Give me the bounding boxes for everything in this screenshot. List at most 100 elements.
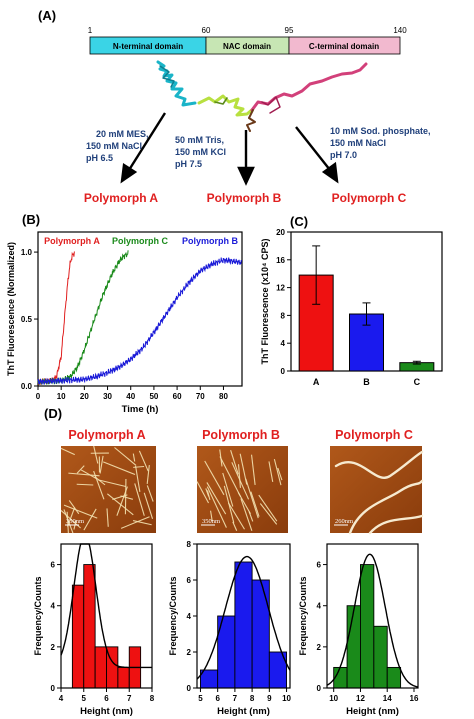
fibril bbox=[114, 447, 137, 466]
fibril bbox=[223, 485, 235, 523]
fibril bbox=[68, 472, 100, 477]
x-tick-label: 80 bbox=[219, 392, 228, 401]
fibril bbox=[99, 455, 104, 474]
fibril bbox=[334, 450, 424, 479]
fibril bbox=[67, 507, 76, 527]
fibril bbox=[116, 486, 128, 516]
x-tick-label: 70 bbox=[196, 392, 205, 401]
condition-c-line1: 10 mM Sod. phosphate, bbox=[330, 126, 431, 136]
fibril bbox=[259, 503, 278, 525]
y-tick-label: 8 bbox=[187, 540, 192, 549]
panel-label-a: (A) bbox=[38, 8, 56, 23]
fibril bbox=[146, 464, 150, 484]
y-axis-label: ThT Fluorescence (x10⁴ CPS) bbox=[260, 239, 270, 365]
fibril bbox=[112, 494, 128, 500]
histogram-bar bbox=[94, 646, 107, 689]
fibril bbox=[258, 494, 278, 522]
fibril bbox=[268, 461, 274, 482]
y-tick-label: 4 bbox=[317, 602, 322, 611]
x-tick-label: 4 bbox=[59, 694, 64, 703]
fibril bbox=[107, 493, 134, 516]
x-tick-label: 6 bbox=[215, 694, 220, 703]
histogram-bar bbox=[234, 561, 253, 689]
fibril bbox=[232, 521, 238, 531]
fibril bbox=[348, 479, 424, 535]
fibril bbox=[368, 514, 424, 535]
x-tick-label: 7 bbox=[127, 694, 132, 703]
fibril bbox=[66, 511, 69, 534]
domain-bar: 1 60 95 140 N-terminal domain NAC domain… bbox=[88, 26, 407, 55]
fibril bbox=[93, 445, 99, 464]
scale-bar-label: 350nm bbox=[66, 518, 84, 525]
x-tick-label: 5 bbox=[82, 694, 87, 703]
fibril bbox=[245, 478, 259, 519]
y-tick-label: 16 bbox=[276, 256, 285, 265]
histogram-bar bbox=[386, 666, 402, 689]
polymorph-titles-d: Polymorph A Polymorph B Polymorph C bbox=[68, 428, 413, 442]
condition-a-line1: 20 mM MES, bbox=[96, 129, 149, 139]
y-axis-label: Frequency/Counts bbox=[168, 576, 178, 655]
histogram-bar bbox=[83, 564, 96, 689]
fibril bbox=[273, 458, 282, 486]
histogram-bar bbox=[71, 584, 85, 689]
fibril bbox=[237, 464, 241, 488]
fibril bbox=[210, 510, 213, 522]
y-tick-label: 0 bbox=[187, 684, 192, 693]
x-tick-label: 40 bbox=[126, 392, 135, 401]
histogram-bar bbox=[360, 564, 375, 689]
scale-bar-label: 260nm bbox=[335, 518, 353, 525]
y-tick-label: 12 bbox=[276, 284, 285, 293]
fibril bbox=[204, 460, 225, 496]
panel-label-b: (B) bbox=[22, 212, 40, 227]
x-tick-label: 14 bbox=[383, 694, 392, 703]
x-tick-label: 9 bbox=[267, 694, 272, 703]
fibril bbox=[219, 456, 242, 498]
histogram-bar bbox=[373, 625, 388, 689]
x-tick-label: 10 bbox=[329, 694, 338, 703]
y-axis-label: ThT Fluorescence (Normalized) bbox=[6, 242, 16, 376]
legend-entry: Polymorph A bbox=[44, 236, 100, 246]
x-tick-label: 60 bbox=[173, 392, 182, 401]
protein-ribbon bbox=[156, 60, 368, 132]
polymorph-b-title: Polymorph B bbox=[207, 191, 282, 205]
domain-tick-60: 60 bbox=[202, 26, 211, 35]
fibril bbox=[240, 498, 253, 532]
afm-image-a bbox=[61, 446, 156, 533]
y-tick-label: 6 bbox=[51, 561, 56, 570]
y-tick-label: 4 bbox=[187, 612, 192, 621]
fibril bbox=[251, 454, 256, 486]
x-tick-label: 30 bbox=[103, 392, 112, 401]
histogram-bar bbox=[117, 666, 130, 689]
c-terminal-label: C-terminal domain bbox=[309, 42, 379, 51]
y-tick-label: 8 bbox=[281, 311, 286, 320]
fibril bbox=[68, 500, 80, 515]
polymorph-titles-a: Polymorph A Polymorph B Polymorph C bbox=[84, 191, 407, 205]
legend-entry: Polymorph C bbox=[112, 236, 169, 246]
afm-title-b: Polymorph B bbox=[202, 428, 280, 442]
polymorph-a-title: Polymorph A bbox=[84, 191, 159, 205]
height-histograms: 4 5 6 7 8 0 2 4 6 Height (nm) Frequency/Counts 5 6 7 8… bbox=[33, 540, 419, 717]
condition-b-line3: pH 7.5 bbox=[175, 159, 202, 169]
condition-b-line1: 50 mM Tris, bbox=[175, 135, 224, 145]
fibril bbox=[132, 453, 136, 462]
condition-texts: 20 mM MES, 150 mM NaCl pH 6.5 50 mM Tris… bbox=[86, 126, 431, 169]
y-tick-label: 0 bbox=[51, 684, 56, 693]
fibril bbox=[146, 485, 154, 502]
series-line-2 bbox=[37, 257, 243, 385]
fibril bbox=[76, 483, 94, 486]
fibril bbox=[133, 465, 145, 468]
fibril bbox=[206, 482, 227, 515]
x-tick-label: 50 bbox=[149, 392, 158, 401]
x-tick-label: 20 bbox=[80, 392, 89, 401]
kinetics-chart: 0 10 20 30 40 50 60 70 80 0.0 0.5 1.0 Time (h) ThT Fl… bbox=[6, 231, 243, 415]
fibril bbox=[120, 516, 150, 529]
fibril bbox=[196, 481, 210, 504]
plot-frame bbox=[326, 543, 419, 689]
y-axis-label: Frequency/Counts bbox=[33, 576, 43, 655]
condition-c-line3: pH 7.0 bbox=[330, 150, 357, 160]
y-tick-label: 2 bbox=[51, 643, 56, 652]
x-axis-label: Time (h) bbox=[122, 404, 159, 415]
x-tick-label: 16 bbox=[410, 694, 419, 703]
panel-label-d: (D) bbox=[44, 406, 62, 421]
y-tick-label: 6 bbox=[187, 576, 192, 585]
